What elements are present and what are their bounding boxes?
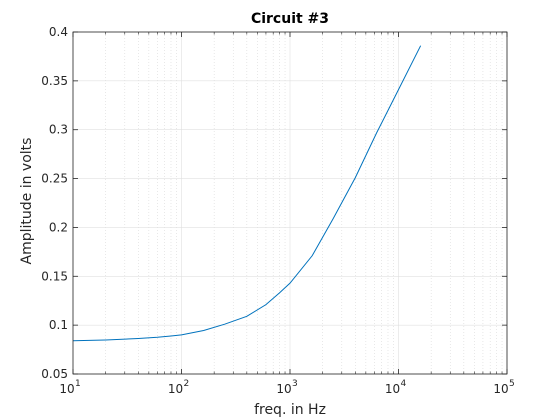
x-tick-label: 10: [168, 382, 183, 396]
series-layer: [72, 45, 422, 342]
x-tick-label: 10: [385, 382, 400, 396]
x-tick-exponent: 2: [184, 379, 190, 389]
x-tick-label: 10: [59, 382, 74, 396]
y-axis-label: Amplitude in volts: [19, 138, 35, 265]
x-tick-label: 10: [493, 382, 508, 396]
y-tick-label: 0.4: [49, 25, 68, 39]
x-tick-exponent: 4: [401, 379, 407, 389]
chart-title: Circuit #3: [251, 11, 329, 27]
y-tick-label: 0.1: [49, 318, 68, 332]
y-tick-label: 0.3: [49, 123, 68, 137]
y-tick-label: 0.2: [49, 220, 68, 234]
x-tick-exponent: 5: [509, 379, 515, 389]
y-tick-label: 0.35: [41, 74, 68, 88]
x-tick-exponent: 1: [75, 379, 81, 389]
x-axis-label: freq. in Hz: [254, 402, 326, 418]
y-tick-label: 0.05: [41, 367, 68, 381]
x-tick-label: 10: [276, 382, 291, 396]
series-line: [72, 45, 422, 342]
y-tick-label: 0.25: [41, 172, 68, 186]
ticks-layer: 10 1 10 2 10 3 10 4 10 50.050.10.150.20.250.30.35…: [41, 25, 514, 396]
y-tick-label: 0.15: [41, 269, 68, 283]
x-tick-exponent: 3: [292, 379, 298, 389]
